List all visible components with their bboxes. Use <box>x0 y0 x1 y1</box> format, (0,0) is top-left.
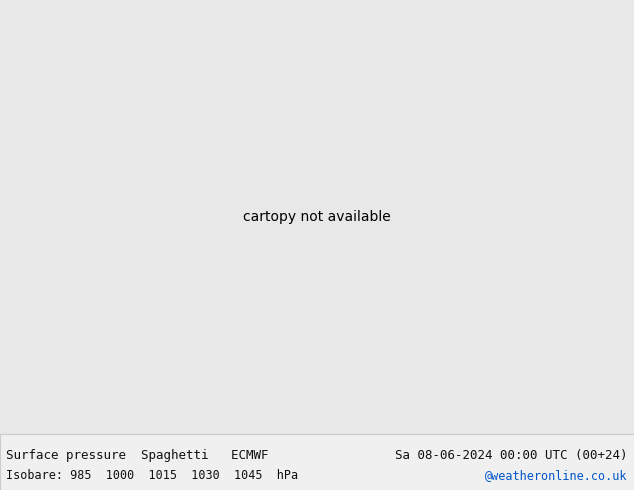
Text: Surface pressure  Spaghetti   ECMWF: Surface pressure Spaghetti ECMWF <box>6 449 269 463</box>
Text: Sa 08-06-2024 00:00 UTC (00+24): Sa 08-06-2024 00:00 UTC (00+24) <box>395 449 628 463</box>
Text: cartopy not available: cartopy not available <box>243 210 391 224</box>
Text: @weatheronline.co.uk: @weatheronline.co.uk <box>485 468 628 482</box>
Text: Isobare: 985  1000  1015  1030  1045  hPa: Isobare: 985 1000 1015 1030 1045 hPa <box>6 468 299 482</box>
